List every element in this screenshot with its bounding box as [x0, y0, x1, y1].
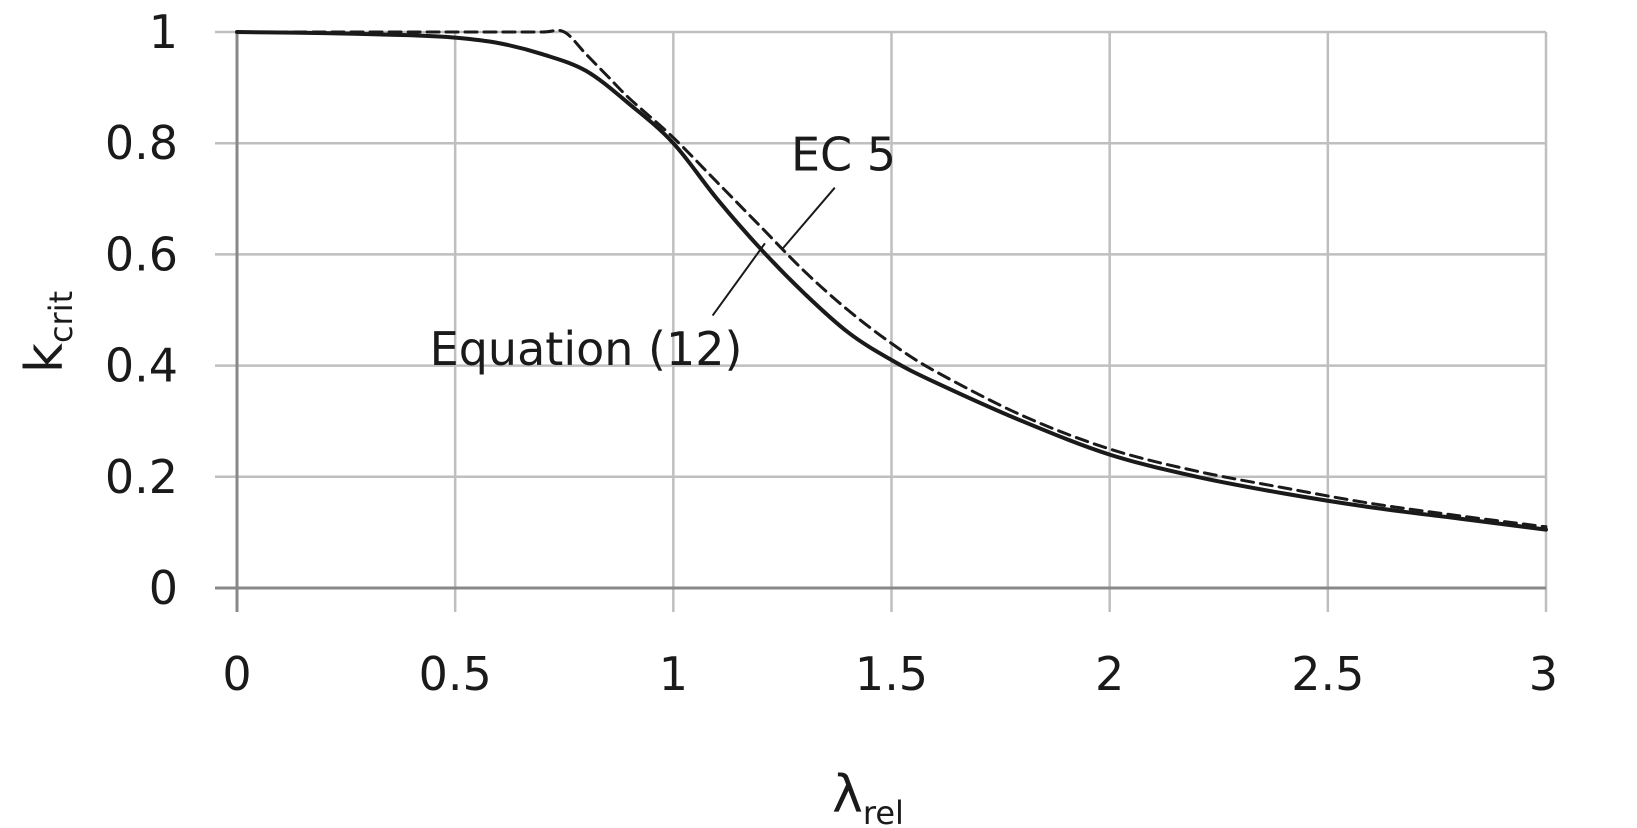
y-tick-label: 1	[149, 5, 178, 59]
y-axis-label-sub: crit	[42, 291, 80, 343]
x-tick-label: 3	[1529, 647, 1558, 701]
y-tick-label: 0.4	[105, 339, 178, 393]
series-line-ec5	[235, 28, 1548, 529]
annotation-label: EC 5	[791, 127, 896, 181]
x-tick-label: 1	[659, 647, 688, 701]
y-tick-label: 0	[149, 561, 178, 615]
x-tick-label: 1.5	[855, 647, 928, 701]
y-axis-label-main: k	[15, 343, 75, 373]
y-axis-label: kcrit	[15, 291, 80, 373]
x-axis-label-main: λ	[832, 765, 863, 825]
x-axis-label-sub: rel	[863, 794, 904, 828]
x-axis-label: λrel	[832, 765, 904, 828]
x-tick-label: 2.5	[1291, 647, 1364, 701]
x-tick-label: 2	[1095, 647, 1124, 701]
y-tick-label: 0.8	[105, 116, 178, 170]
x-tick-label: 0.5	[419, 647, 492, 701]
x-tick-label: 0	[222, 647, 251, 701]
annotation-label: Equation (12)	[430, 322, 743, 376]
y-tick-label: 0.2	[105, 450, 178, 504]
annotation-leader-line	[711, 242, 766, 317]
annotation-leader-line	[781, 187, 836, 250]
y-tick-label: 0.6	[105, 227, 178, 281]
series-line-equation-12	[235, 30, 1548, 532]
